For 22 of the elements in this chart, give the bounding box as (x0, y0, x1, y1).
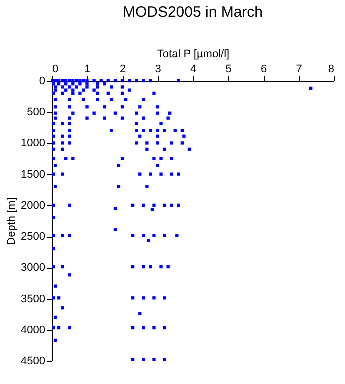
y-tick-label: 0 (39, 76, 46, 88)
x-tick-label: 2 (120, 64, 126, 76)
x-tick-label: 1 (84, 64, 91, 76)
y-tick-label: 3000 (21, 262, 46, 274)
x-tick-label: 7 (296, 64, 302, 76)
y-tick-label: 1500 (21, 168, 46, 181)
y-tick-label: 1000 (21, 138, 46, 150)
x-tick-label: 5 (226, 64, 232, 76)
chart-title: MODS2005 in March (122, 4, 264, 21)
x-tick-label: 8 (328, 64, 334, 76)
x-tick-label: 6 (260, 64, 268, 76)
x-tick-label: 4 (190, 64, 197, 76)
x-tick-label: 0 (52, 64, 59, 76)
y-tick-label: 3500 (21, 293, 46, 306)
y-tick-label: 2500 (21, 231, 46, 244)
x-axis-title: Total P [µmol/l] (157, 48, 230, 60)
y-tick-label: 4500 (21, 356, 46, 368)
y-axis-title: Depth [m] (6, 198, 18, 246)
y-tick-label: 500 (27, 106, 46, 119)
y-tick-label: 2000 (21, 200, 46, 212)
y-tick-label: 4000 (21, 324, 46, 336)
x-tick-label: 3 (155, 64, 162, 76)
